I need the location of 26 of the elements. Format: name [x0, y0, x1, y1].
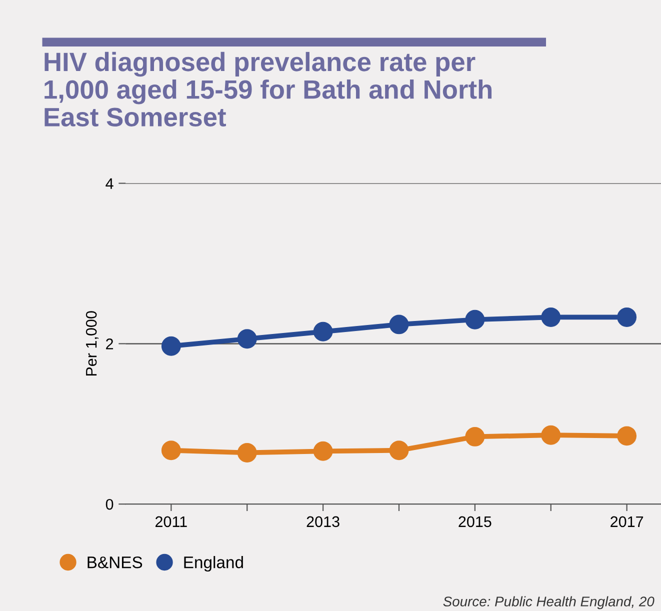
point — [617, 426, 637, 446]
legend-label: England — [184, 556, 243, 572]
point — [313, 441, 333, 461]
x-tick-label: 2017 — [610, 516, 644, 528]
point — [541, 425, 561, 445]
legend-label: B&NES — [88, 556, 142, 568]
y-tick-label: 0 — [106, 498, 114, 510]
source-note: Source: Public Health England, 20 — [443, 596, 654, 610]
point — [465, 310, 485, 330]
point — [541, 308, 561, 327]
point — [313, 322, 333, 342]
y-tick-label: 4 — [106, 178, 114, 189]
point — [389, 314, 409, 334]
point — [237, 443, 257, 462]
point — [465, 426, 485, 446]
y-axis-title: Per 1,000 — [86, 311, 99, 376]
point — [161, 440, 181, 460]
x-tick-label: 2015 — [458, 516, 492, 528]
x-tick-label: 2013 — [306, 516, 340, 528]
y-tick-label: 2 — [106, 338, 114, 350]
point — [617, 308, 637, 327]
point — [237, 329, 257, 349]
point — [161, 336, 181, 356]
chart-title: HIV diagnosed prevelance rate per 1,000 aged 15-59 for Bath and North East Somerset — [44, 52, 492, 126]
x-tick-label: 2011 — [155, 516, 187, 528]
point — [389, 440, 409, 460]
